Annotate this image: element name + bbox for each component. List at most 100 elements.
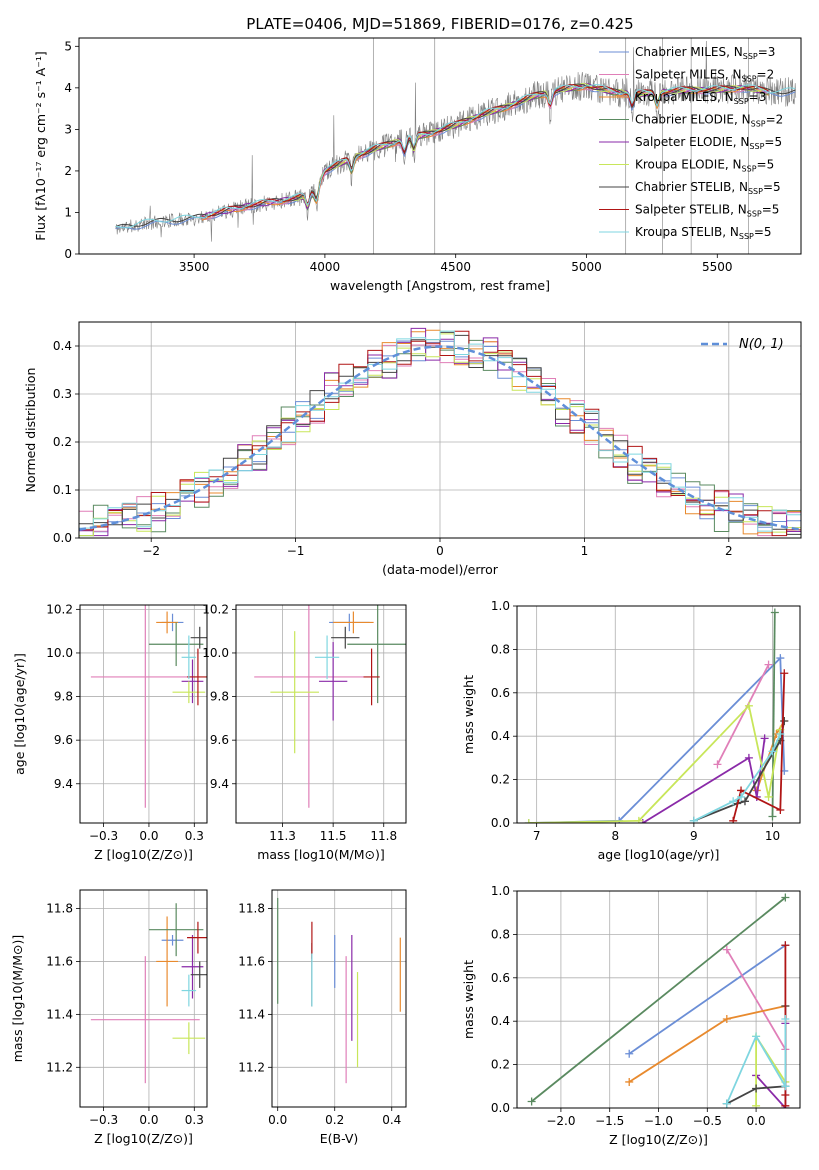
errorbar-point (331, 626, 360, 649)
weight-marker (740, 797, 749, 806)
x-tick-label: 0.0 (268, 1113, 287, 1127)
errorbar-point (181, 974, 197, 1007)
x-tick-label: 0 (436, 544, 444, 558)
y-tick-label: 2 (64, 164, 72, 178)
legend-label: Salpeter ELODIE, NSSP=5 (635, 135, 782, 151)
axes-frame (78, 37, 802, 255)
x-tick-label: −0.3 (89, 829, 118, 843)
model-fit-line (201, 84, 769, 218)
axes-frame (79, 604, 208, 824)
panel-age_vs_Z: −0.3 0.0 0.3 9.4 9.6 9.8 10.0 10.2 Z [log10(Z/Z⊙… (12, 602, 208, 862)
y-axis-label: age [log10(age/yr)] (12, 653, 27, 775)
plot-area (254, 605, 406, 808)
weight-marker (768, 747, 777, 756)
axes-frame (78, 321, 802, 539)
weight-line (755, 1033, 787, 1106)
x-tick-label: 9 (690, 829, 698, 843)
weight-marker (764, 660, 773, 669)
y-tick-label: 5 (64, 39, 72, 53)
x-tick-label: 0.0 (139, 1113, 158, 1127)
y-tick-label: 0.3 (53, 387, 72, 401)
weight-marker (764, 792, 773, 801)
y-tick-label: 9.6 (54, 733, 73, 747)
weight-marker (722, 945, 731, 954)
errorbar-point (172, 681, 206, 704)
y-tick-label: 0.2 (491, 773, 510, 787)
weight-marker (634, 816, 643, 823)
axes-frame (516, 605, 801, 824)
weight-series (752, 1032, 790, 1108)
x-tick-label: 11.8 (370, 829, 397, 843)
weight-line (726, 949, 787, 1050)
y-tick-label: 0.4 (491, 1014, 510, 1028)
legend-label: Chabrier STELIB, NSSP=5 (635, 180, 781, 196)
weight-line (732, 673, 786, 822)
weight-marker (524, 819, 533, 823)
weight-line (528, 703, 782, 823)
y-tick-label: 0.6 (491, 686, 510, 700)
plot-area (90, 605, 207, 808)
weight-series (524, 701, 785, 823)
y-tick-label: 0.0 (491, 1101, 510, 1115)
weight-series (729, 669, 789, 823)
x-tick-label: 2 (725, 544, 733, 558)
y-tick-label: 0.0 (491, 816, 510, 830)
x-axis-label: Z [log10(Z/Z⊙)] (94, 1131, 193, 1146)
weight-marker (729, 816, 738, 823)
x-axis-label: (data-model)/error (382, 562, 499, 577)
y-tick-label: 11.2 (238, 1060, 265, 1074)
x-tick-label: 10 (765, 829, 780, 843)
weight-line (716, 664, 770, 765)
x-tick-label: −1.0 (644, 1114, 673, 1128)
weight-marker (722, 1015, 731, 1024)
weight-marker (625, 1077, 634, 1086)
plot-area (277, 897, 401, 1084)
y-tick-label: 11.4 (46, 1007, 73, 1021)
y-tick-label: 11.6 (238, 954, 265, 968)
x-tick-label: 0.3 (185, 1113, 204, 1127)
y-tick-label: 9.4 (54, 777, 73, 791)
x-tick-label: 0.0 (139, 829, 158, 843)
errorbar-point (156, 611, 178, 634)
x-tick-label: 5500 (702, 260, 733, 274)
errorbar-point (181, 659, 204, 704)
weight-marker (770, 608, 779, 617)
x-tick-label: −1.5 (595, 1114, 624, 1128)
errorbar-point (90, 956, 200, 1084)
panel-mass_vs_Z: −0.3 0.0 0.3 11.2 11.4 11.6 11.8 Z [log10(Z/Z⊙)… (10, 889, 208, 1146)
errorbar-point (187, 921, 207, 954)
y-tick-label: 0.4 (491, 729, 510, 743)
weight-line (771, 612, 776, 817)
weight-line (531, 896, 786, 1103)
x-tick-label: 7 (533, 829, 541, 843)
weight-series (527, 893, 790, 1106)
weight-marker (752, 1032, 761, 1041)
weight-marker (780, 669, 789, 678)
x-axis-label: Z [log10(Z/Z⊙)] (94, 847, 193, 862)
y-tick-label: 3 (64, 122, 72, 136)
axes-frame (235, 604, 407, 824)
plot-area (524, 608, 789, 823)
errorbar-point (156, 916, 178, 1007)
plot-area (90, 903, 207, 1084)
y-tick-label: 0.8 (491, 642, 510, 656)
errorbar-point (181, 635, 197, 680)
x-axis-label: E(B-V) (320, 1131, 359, 1146)
errorbar-point (270, 631, 319, 754)
legend-label: Chabrier ELODIE, NSSP=2 (635, 113, 783, 129)
weight-marker (781, 1101, 790, 1108)
x-tick-label: 0.4 (382, 1113, 401, 1127)
weight-marker (729, 797, 738, 806)
errorbar-point (90, 605, 200, 808)
weight-marker (625, 1049, 634, 1058)
x-tick-label: 0.0 (747, 1114, 766, 1128)
y-tick-label: 0.2 (491, 1058, 510, 1072)
axes-frame (516, 890, 801, 1109)
weight-marker (781, 893, 790, 902)
y-tick-label: 9.8 (210, 690, 229, 704)
weight-marker (527, 1097, 536, 1106)
weight-marker (768, 812, 777, 821)
errorbar-point (318, 642, 348, 721)
x-tick-label: −2 (142, 544, 160, 558)
